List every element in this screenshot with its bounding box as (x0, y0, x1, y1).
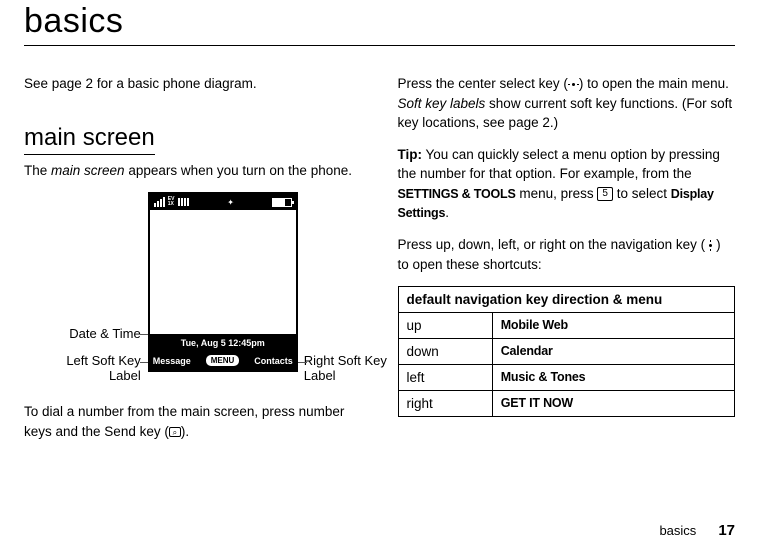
intro-text: See page 2 for a basic phone diagram. (24, 74, 362, 94)
bars-icon (178, 198, 189, 206)
phone-datetime: Tue, Aug 5 12:45pm (150, 336, 296, 351)
dial-instruction: To dial a number from the main screen, p… (24, 402, 362, 441)
right-soft-label: Contacts (254, 356, 293, 366)
phone-softkeys: Message MENU Contacts (150, 351, 296, 370)
tip-para: Tip: You can quickly select a menu optio… (398, 145, 736, 223)
table-row: leftMusic & Tones (398, 365, 735, 391)
status-spacer: ✦ (192, 198, 268, 207)
phone-statusbar: EV1X ✦ (150, 194, 296, 210)
table-row: downCalendar (398, 339, 735, 365)
table-row: upMobile Web (398, 313, 735, 339)
page-footer: basics17 (659, 522, 735, 539)
title-rule (24, 45, 735, 46)
signal-icon (154, 197, 165, 207)
phone-screen (150, 210, 296, 336)
callout-right-soft: Right Soft KeyLabel (304, 354, 404, 384)
phone-figure: Date & Time Left Soft KeyLabel Right Sof… (48, 192, 338, 392)
nav-key-icon (705, 240, 716, 251)
menu-button-label: MENU (206, 355, 240, 366)
nav-para: Press up, down, left, or right on the na… (398, 235, 736, 274)
phone-mock: EV1X ✦ Tue, Aug 5 12:45pm Message MENU C… (148, 192, 298, 372)
left-soft-label: Message (153, 356, 191, 366)
center-select-icon (568, 79, 579, 90)
page-title: basics (24, 0, 735, 41)
main-screen-heading: main screen (24, 124, 155, 155)
key-5-icon: 5 (597, 187, 613, 201)
callout-datetime: Date & Time (48, 327, 141, 342)
left-column: See page 2 for a basic phone diagram. ma… (24, 74, 362, 453)
table-header: default navigation key direction & menu (398, 287, 735, 313)
battery-icon (272, 198, 292, 207)
center-key-para: Press the center select key () to open t… (398, 74, 736, 133)
main-screen-desc: The main screen appears when you turn on… (24, 161, 362, 181)
send-key-icon: ⌕ (169, 427, 181, 437)
network-icon: EV1X (168, 197, 175, 207)
table-row: rightGET IT NOW (398, 391, 735, 417)
callout-left-soft: Left Soft KeyLabel (48, 354, 141, 384)
nav-table: default navigation key direction & menu … (398, 286, 736, 417)
right-column: Press the center select key () to open t… (398, 74, 736, 453)
